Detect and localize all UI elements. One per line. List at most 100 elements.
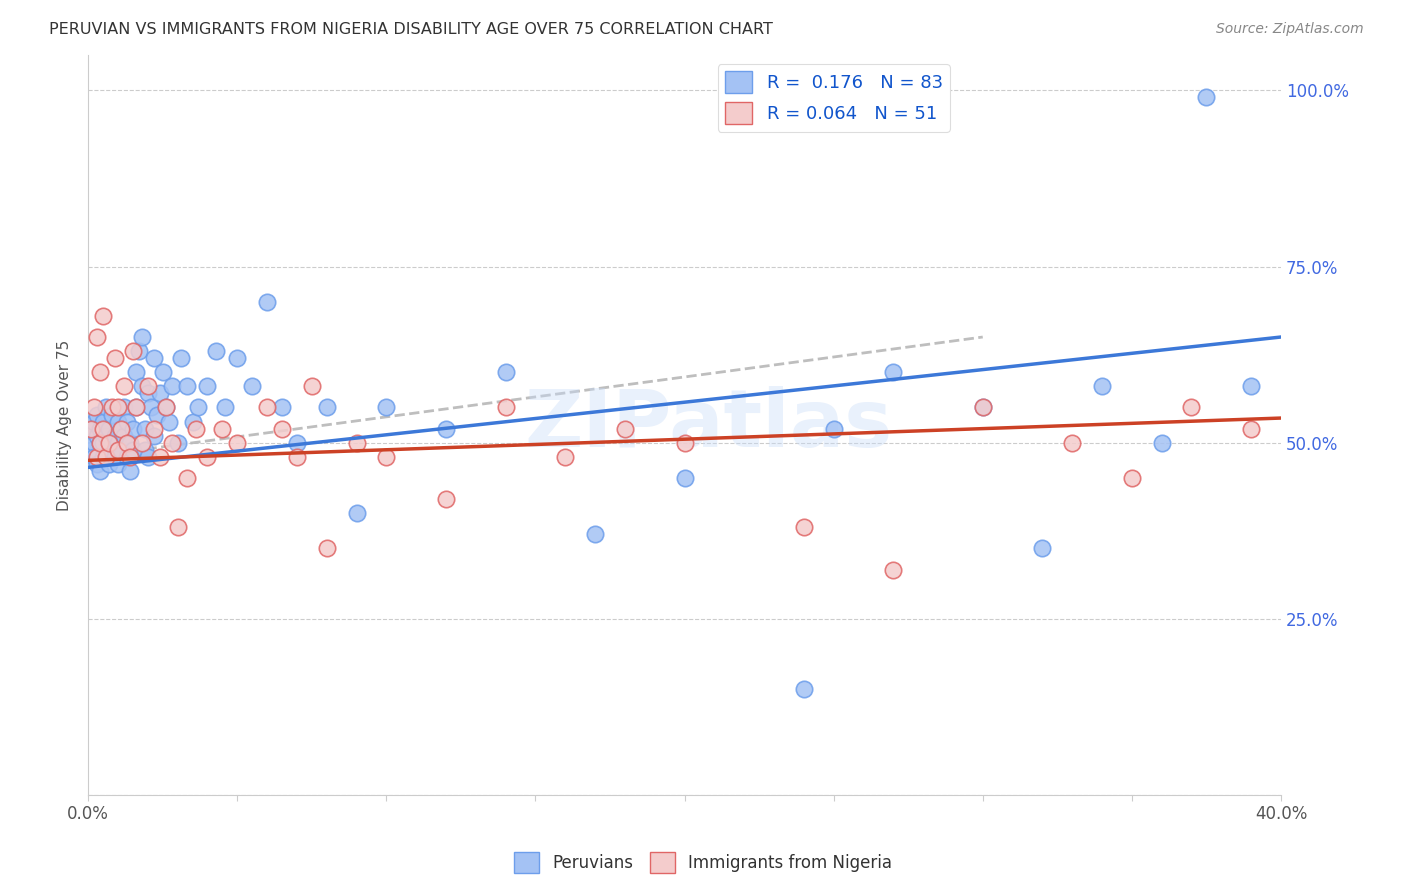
- Point: [86, 457, 108, 471]
- Point: [131, 435, 153, 450]
- Point: [122, 422, 145, 436]
- Text: Source: ZipAtlas.com: Source: ZipAtlas.com: [1216, 22, 1364, 37]
- Point: [184, 422, 207, 436]
- Point: [1121, 471, 1143, 485]
- Point: [1240, 422, 1263, 436]
- Point: [882, 563, 904, 577]
- Point: [315, 541, 337, 556]
- Point: [107, 415, 129, 429]
- Point: [1180, 401, 1202, 415]
- Text: PERUVIAN VS IMMIGRANTS FROM NIGERIA DISABILITY AGE OVER 75 CORRELATION CHART: PERUVIAN VS IMMIGRANTS FROM NIGERIA DISA…: [49, 22, 773, 37]
- Point: [107, 435, 129, 450]
- Point: [118, 464, 141, 478]
- Point: [301, 379, 323, 393]
- Point: [166, 435, 188, 450]
- Point: [673, 435, 696, 450]
- Point: [80, 422, 103, 436]
- Point: [495, 365, 517, 379]
- Point: [94, 401, 117, 415]
- Point: [176, 379, 198, 393]
- Point: [285, 435, 308, 450]
- Point: [583, 527, 606, 541]
- Point: [101, 435, 124, 450]
- Point: [346, 435, 368, 450]
- Point: [101, 401, 124, 415]
- Point: [91, 309, 114, 323]
- Point: [149, 450, 172, 464]
- Legend: Peruvians, Immigrants from Nigeria: Peruvians, Immigrants from Nigeria: [508, 846, 898, 880]
- Point: [110, 422, 132, 436]
- Point: [793, 520, 815, 534]
- Point: [240, 379, 263, 393]
- Point: [86, 408, 108, 422]
- Point: [136, 386, 159, 401]
- Point: [152, 365, 174, 379]
- Point: [89, 435, 111, 450]
- Point: [115, 435, 138, 450]
- Point: [1062, 435, 1084, 450]
- Point: [256, 294, 278, 309]
- Point: [89, 435, 111, 450]
- Point: [91, 415, 114, 429]
- Point: [226, 351, 249, 366]
- Point: [112, 428, 135, 442]
- Point: [972, 401, 994, 415]
- Point: [1195, 90, 1218, 104]
- Point: [315, 401, 337, 415]
- Point: [83, 450, 105, 464]
- Point: [91, 435, 114, 450]
- Point: [155, 401, 177, 415]
- Point: [375, 450, 398, 464]
- Point: [181, 415, 204, 429]
- Point: [118, 450, 141, 464]
- Point: [142, 428, 165, 442]
- Point: [98, 442, 121, 457]
- Point: [1150, 435, 1173, 450]
- Point: [1031, 541, 1053, 556]
- Point: [134, 422, 156, 436]
- Point: [793, 682, 815, 697]
- Point: [83, 435, 105, 450]
- Point: [434, 422, 457, 436]
- Point: [145, 408, 167, 422]
- Point: [107, 457, 129, 471]
- Point: [169, 351, 191, 366]
- Point: [187, 401, 209, 415]
- Point: [142, 422, 165, 436]
- Point: [142, 351, 165, 366]
- Point: [495, 401, 517, 415]
- Point: [673, 471, 696, 485]
- Point: [89, 464, 111, 478]
- Point: [89, 365, 111, 379]
- Point: [226, 435, 249, 450]
- Point: [122, 344, 145, 359]
- Point: [89, 422, 111, 436]
- Point: [91, 450, 114, 464]
- Point: [176, 471, 198, 485]
- Point: [131, 379, 153, 393]
- Point: [136, 379, 159, 393]
- Point: [107, 442, 129, 457]
- Point: [80, 442, 103, 457]
- Point: [104, 351, 127, 366]
- Point: [94, 428, 117, 442]
- Point: [211, 422, 233, 436]
- Point: [149, 386, 172, 401]
- Point: [115, 450, 138, 464]
- Point: [104, 428, 127, 442]
- Point: [125, 401, 148, 415]
- Point: [375, 401, 398, 415]
- Point: [166, 520, 188, 534]
- Point: [83, 415, 105, 429]
- Point: [271, 401, 294, 415]
- Point: [104, 450, 127, 464]
- Point: [122, 442, 145, 457]
- Point: [80, 422, 103, 436]
- Point: [98, 457, 121, 471]
- Text: ZIPatlas: ZIPatlas: [524, 386, 893, 464]
- Point: [1240, 379, 1263, 393]
- Point: [271, 422, 294, 436]
- Point: [554, 450, 576, 464]
- Point: [94, 450, 117, 464]
- Legend: R =  0.176   N = 83, R = 0.064   N = 51: R = 0.176 N = 83, R = 0.064 N = 51: [718, 64, 950, 132]
